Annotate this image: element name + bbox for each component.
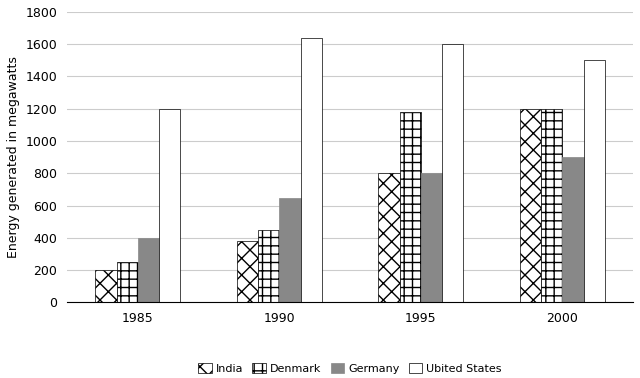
Bar — [541, 109, 563, 302]
Bar — [378, 173, 399, 302]
Bar — [279, 198, 301, 302]
Bar — [258, 230, 279, 302]
Bar — [159, 109, 180, 302]
Bar — [563, 157, 584, 302]
Bar — [421, 173, 442, 302]
Bar — [95, 270, 116, 302]
Bar — [301, 38, 322, 302]
Bar — [237, 241, 258, 302]
Bar — [442, 44, 463, 302]
Bar — [138, 238, 159, 302]
Bar — [584, 60, 605, 302]
Bar — [399, 112, 421, 302]
Bar — [116, 262, 138, 302]
Y-axis label: Energy generated in megawatts: Energy generated in megawatts — [7, 56, 20, 258]
Legend: India, Denmark, Germany, Ubited States: India, Denmark, Germany, Ubited States — [194, 359, 506, 378]
Bar — [520, 109, 541, 302]
